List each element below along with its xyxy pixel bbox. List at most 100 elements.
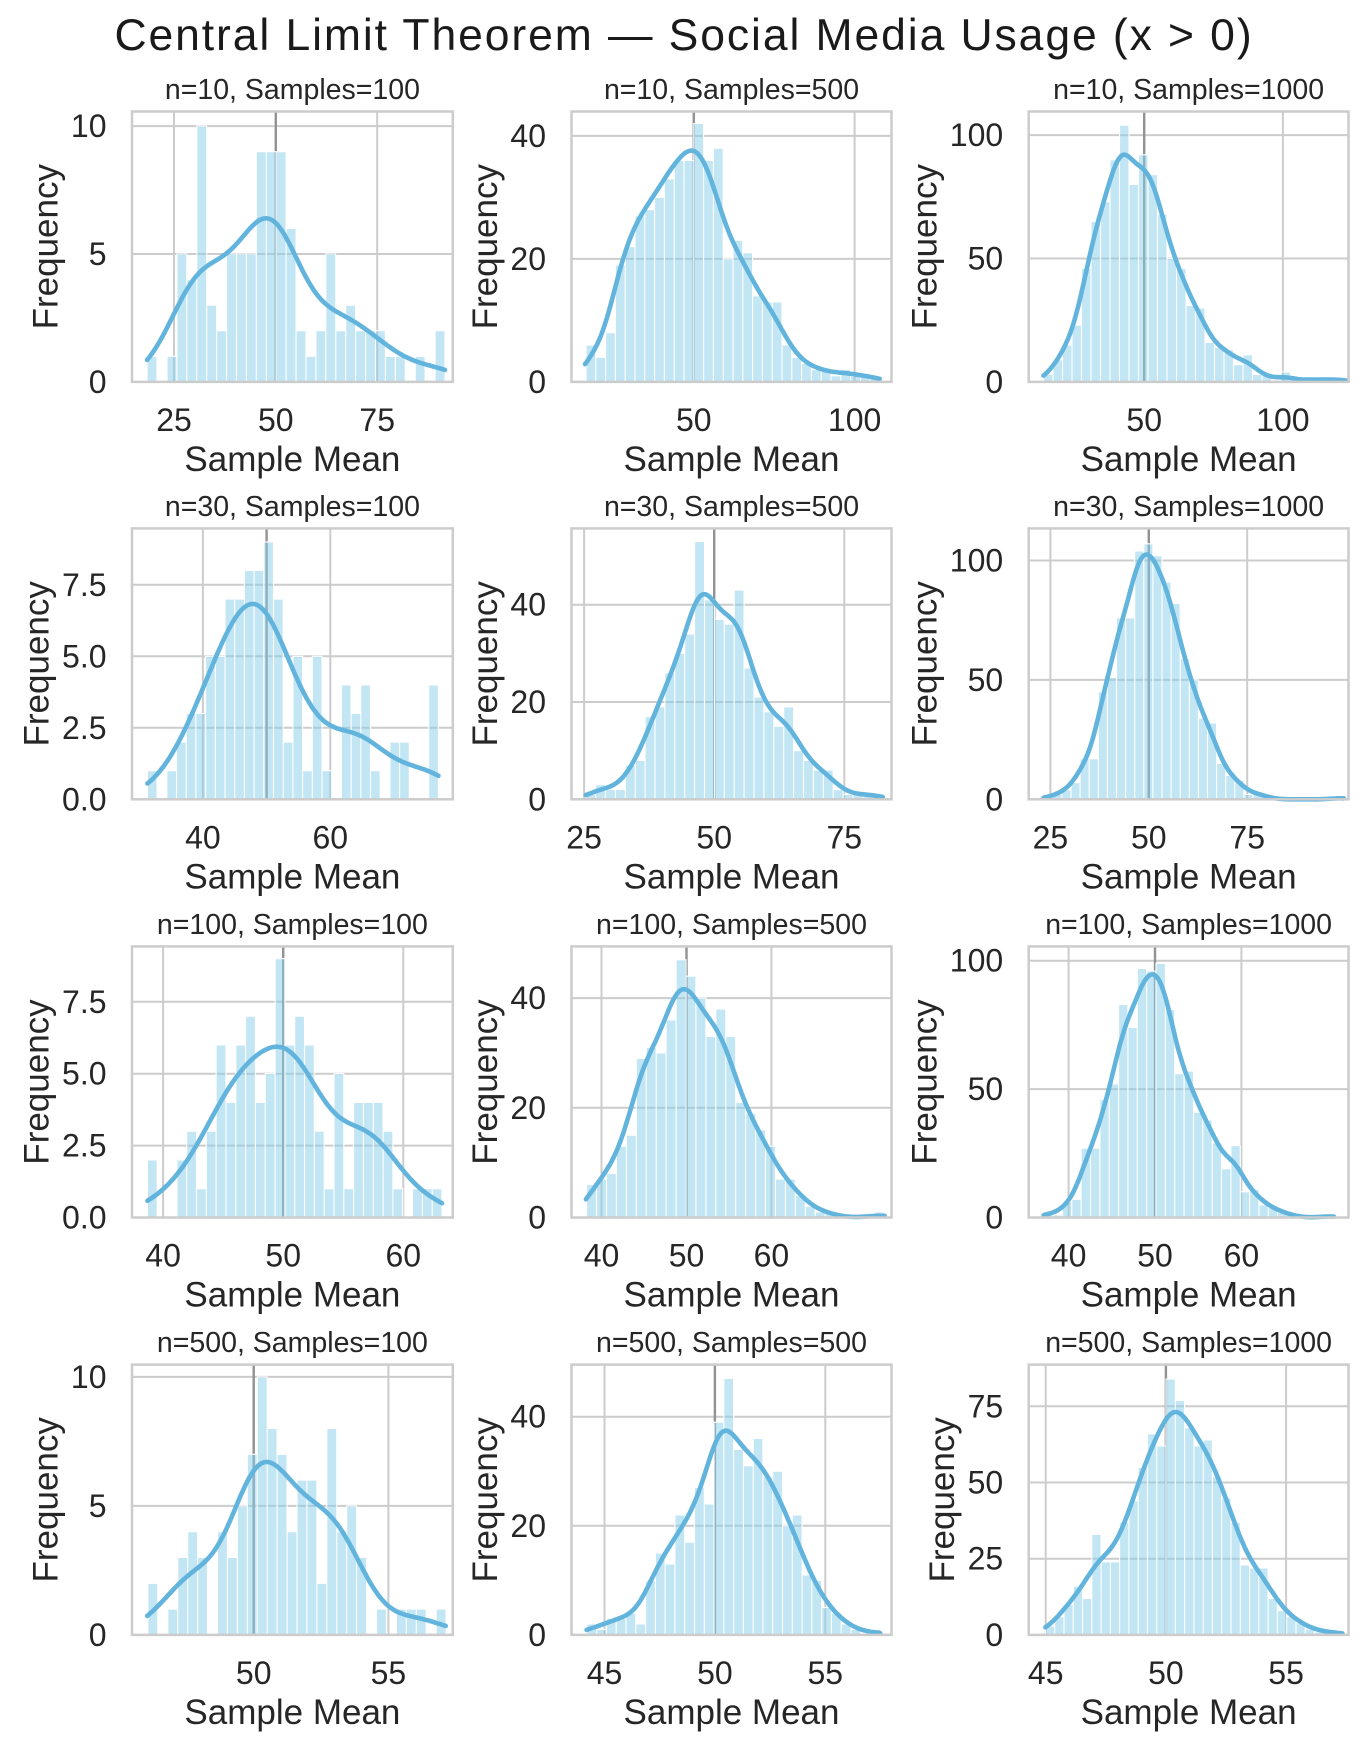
svg-text:100: 100 xyxy=(950,543,1003,579)
svg-text:50: 50 xyxy=(1137,1238,1173,1274)
svg-text:40: 40 xyxy=(584,1238,620,1274)
svg-text:100: 100 xyxy=(950,943,1003,979)
svg-text:100: 100 xyxy=(950,117,1003,153)
svg-text:0.0: 0.0 xyxy=(62,781,106,817)
svg-text:0.0: 0.0 xyxy=(62,1200,106,1236)
svg-text:40: 40 xyxy=(185,819,221,855)
svg-text:55: 55 xyxy=(808,1655,844,1691)
svg-text:Frequency: Frequency xyxy=(466,1417,505,1583)
svg-text:50: 50 xyxy=(697,1655,733,1691)
svg-text:40: 40 xyxy=(510,587,546,623)
svg-text:25: 25 xyxy=(156,402,192,438)
svg-text:50: 50 xyxy=(1131,819,1167,855)
svg-text:25: 25 xyxy=(566,819,602,855)
svg-text:5: 5 xyxy=(89,236,107,272)
svg-text:Sample Mean: Sample Mean xyxy=(184,1693,400,1732)
svg-text:10: 10 xyxy=(71,1359,107,1395)
svg-text:Frequency: Frequency xyxy=(923,1417,962,1583)
svg-text:5.0: 5.0 xyxy=(62,1056,106,1092)
svg-text:Sample Mean: Sample Mean xyxy=(624,1276,840,1315)
svg-text:n=500, Samples=100: n=500, Samples=100 xyxy=(157,1327,428,1359)
svg-text:40: 40 xyxy=(145,1238,181,1274)
svg-text:75: 75 xyxy=(359,402,395,438)
svg-text:60: 60 xyxy=(1224,1238,1260,1274)
svg-text:0: 0 xyxy=(528,364,546,400)
svg-text:20: 20 xyxy=(510,1508,546,1544)
svg-text:Frequency: Frequency xyxy=(26,164,65,330)
svg-text:20: 20 xyxy=(510,241,546,277)
svg-text:50: 50 xyxy=(968,1465,1004,1501)
svg-text:60: 60 xyxy=(754,1238,790,1274)
svg-text:0: 0 xyxy=(528,1200,546,1236)
svg-text:Sample Mean: Sample Mean xyxy=(1081,1276,1297,1315)
svg-text:50: 50 xyxy=(669,1238,705,1274)
svg-text:50: 50 xyxy=(265,1238,301,1274)
svg-text:50: 50 xyxy=(968,1071,1004,1107)
svg-text:0: 0 xyxy=(528,781,546,817)
svg-text:0: 0 xyxy=(89,1617,107,1653)
svg-text:50: 50 xyxy=(968,662,1004,698)
svg-text:50: 50 xyxy=(236,1655,272,1691)
svg-text:n=30, Samples=100: n=30, Samples=100 xyxy=(165,491,420,523)
svg-text:Frequency: Frequency xyxy=(18,581,57,747)
svg-text:50: 50 xyxy=(968,241,1004,277)
svg-text:Frequency: Frequency xyxy=(26,1417,65,1583)
svg-text:50: 50 xyxy=(1148,1655,1184,1691)
svg-text:Sample Mean: Sample Mean xyxy=(1081,857,1297,896)
svg-text:50: 50 xyxy=(676,402,712,438)
svg-text:n=100, Samples=500: n=100, Samples=500 xyxy=(596,909,867,941)
svg-text:40: 40 xyxy=(1051,1238,1087,1274)
svg-text:Central Limit Theorem — Social: Central Limit Theorem — Social Media Usa… xyxy=(114,11,1253,60)
svg-text:2.5: 2.5 xyxy=(62,710,106,746)
svg-text:7.5: 7.5 xyxy=(62,567,106,603)
svg-text:2.5: 2.5 xyxy=(62,1128,106,1164)
svg-text:45: 45 xyxy=(1028,1655,1064,1691)
svg-text:n=30, Samples=500: n=30, Samples=500 xyxy=(604,491,859,523)
svg-text:45: 45 xyxy=(587,1655,623,1691)
svg-text:40: 40 xyxy=(510,118,546,154)
svg-text:Sample Mean: Sample Mean xyxy=(624,857,840,896)
svg-text:25: 25 xyxy=(968,1541,1004,1577)
svg-text:40: 40 xyxy=(510,1399,546,1435)
svg-text:Sample Mean: Sample Mean xyxy=(184,857,400,896)
svg-text:Frequency: Frequency xyxy=(905,581,944,747)
svg-text:75: 75 xyxy=(968,1388,1004,1424)
svg-text:7.5: 7.5 xyxy=(62,984,106,1020)
svg-text:0: 0 xyxy=(985,1200,1003,1236)
svg-text:5.0: 5.0 xyxy=(62,638,106,674)
svg-text:n=30, Samples=1000: n=30, Samples=1000 xyxy=(1053,491,1324,523)
svg-text:Sample Mean: Sample Mean xyxy=(184,440,400,479)
svg-text:Sample Mean: Sample Mean xyxy=(624,1693,840,1732)
svg-text:5: 5 xyxy=(89,1488,107,1524)
svg-text:Frequency: Frequency xyxy=(905,999,944,1165)
svg-text:Frequency: Frequency xyxy=(905,164,944,330)
svg-text:Frequency: Frequency xyxy=(466,581,505,747)
svg-text:n=10, Samples=1000: n=10, Samples=1000 xyxy=(1053,74,1324,106)
svg-text:50: 50 xyxy=(1126,402,1162,438)
svg-text:Frequency: Frequency xyxy=(466,164,505,330)
svg-text:n=10, Samples=500: n=10, Samples=500 xyxy=(604,74,859,106)
svg-text:Frequency: Frequency xyxy=(466,999,505,1165)
svg-text:0: 0 xyxy=(985,364,1003,400)
svg-text:100: 100 xyxy=(828,402,881,438)
svg-text:25: 25 xyxy=(1033,819,1069,855)
svg-text:n=100, Samples=100: n=100, Samples=100 xyxy=(157,909,428,941)
svg-text:n=500, Samples=500: n=500, Samples=500 xyxy=(596,1327,867,1359)
svg-text:Sample Mean: Sample Mean xyxy=(1081,1693,1297,1732)
svg-text:Sample Mean: Sample Mean xyxy=(624,440,840,479)
svg-text:n=500, Samples=1000: n=500, Samples=1000 xyxy=(1045,1327,1332,1359)
svg-text:55: 55 xyxy=(1268,1655,1304,1691)
svg-text:50: 50 xyxy=(258,402,294,438)
svg-text:Frequency: Frequency xyxy=(18,999,57,1165)
svg-text:10: 10 xyxy=(71,108,107,144)
svg-text:75: 75 xyxy=(827,819,863,855)
svg-text:55: 55 xyxy=(371,1655,407,1691)
svg-text:20: 20 xyxy=(510,684,546,720)
svg-text:75: 75 xyxy=(1229,819,1265,855)
svg-text:100: 100 xyxy=(1256,402,1309,438)
svg-text:0: 0 xyxy=(89,364,107,400)
svg-text:40: 40 xyxy=(510,980,546,1016)
svg-text:50: 50 xyxy=(696,819,732,855)
svg-text:0: 0 xyxy=(528,1617,546,1653)
svg-text:60: 60 xyxy=(386,1238,422,1274)
